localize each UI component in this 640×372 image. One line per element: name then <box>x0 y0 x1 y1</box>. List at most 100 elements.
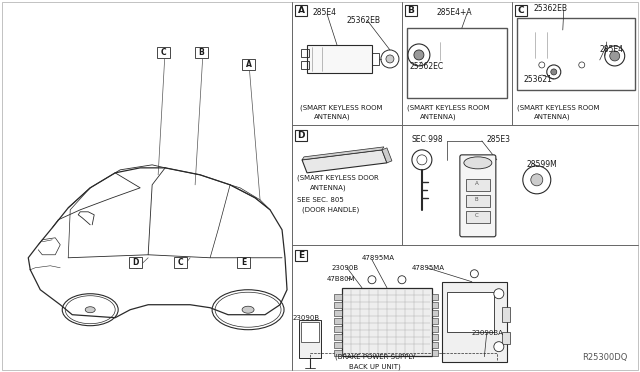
Text: 47B80M: 47B80M <box>327 276 356 282</box>
Bar <box>500 44 506 54</box>
Bar <box>432 40 500 62</box>
Text: (SMART KEYLESS DOOR: (SMART KEYLESS DOOR <box>297 175 379 181</box>
Bar <box>334 302 342 308</box>
Text: C: C <box>518 6 524 15</box>
Text: (DOOR HANDLE): (DOOR HANDLE) <box>302 207 359 213</box>
Bar <box>295 250 307 261</box>
Bar <box>174 257 187 268</box>
Bar <box>237 257 250 268</box>
Text: SEE SEC. 805: SEE SEC. 805 <box>297 197 344 203</box>
Bar <box>517 18 635 90</box>
Text: 285E4+A: 285E4+A <box>437 8 472 17</box>
Text: (SMART KEYLESS ROOM: (SMART KEYLESS ROOM <box>517 105 599 111</box>
Text: ANTENNA): ANTENNA) <box>310 185 347 191</box>
Text: A: A <box>298 6 305 15</box>
Bar <box>442 282 507 362</box>
Text: A: A <box>246 60 252 69</box>
Text: (SMART KEYLESS ROOM: (SMART KEYLESS ROOM <box>300 105 383 111</box>
Text: A: A <box>475 181 479 186</box>
Polygon shape <box>302 147 384 160</box>
Bar <box>532 60 594 70</box>
Text: R25300DQ: R25300DQ <box>582 353 628 362</box>
Bar <box>334 342 342 348</box>
Text: 23090BA: 23090BA <box>472 330 504 336</box>
Ellipse shape <box>85 307 95 313</box>
Bar <box>407 28 507 98</box>
Text: 28599M: 28599M <box>527 160 557 169</box>
Bar <box>432 294 438 300</box>
Ellipse shape <box>215 292 281 327</box>
Bar <box>295 5 307 16</box>
Bar <box>527 30 599 60</box>
Text: ANTENNA): ANTENNA) <box>314 114 351 121</box>
Text: E: E <box>241 258 246 267</box>
Bar <box>334 350 342 356</box>
Circle shape <box>368 276 376 284</box>
Polygon shape <box>302 150 387 173</box>
Text: (BRAKE POWER SUPPLY: (BRAKE POWER SUPPLY <box>335 354 415 360</box>
Bar <box>334 310 342 316</box>
Text: 285E3: 285E3 <box>487 135 511 144</box>
Ellipse shape <box>62 294 118 326</box>
Text: BACK UP UNIT): BACK UP UNIT) <box>349 364 401 370</box>
Bar <box>334 318 342 324</box>
Text: 253621: 253621 <box>524 75 553 84</box>
Text: E: E <box>298 251 304 260</box>
Bar <box>307 45 372 73</box>
Text: 25362EB: 25362EB <box>347 16 381 25</box>
Circle shape <box>531 174 543 186</box>
Bar <box>334 326 342 332</box>
Bar <box>515 5 527 16</box>
Ellipse shape <box>242 306 254 313</box>
Text: C: C <box>161 48 166 57</box>
Circle shape <box>494 342 504 352</box>
Circle shape <box>610 51 620 61</box>
Bar <box>301 322 319 342</box>
Ellipse shape <box>65 296 115 324</box>
Bar <box>334 294 342 300</box>
Text: 47895MA: 47895MA <box>412 265 445 271</box>
Bar <box>432 350 438 356</box>
Bar <box>432 318 438 324</box>
Bar <box>466 195 490 207</box>
Bar <box>299 320 321 357</box>
Text: 285E4: 285E4 <box>600 45 624 54</box>
Text: C: C <box>475 213 479 218</box>
Bar <box>432 342 438 348</box>
Bar <box>295 130 307 141</box>
Bar <box>372 53 379 65</box>
Text: D: D <box>297 131 305 140</box>
Text: SEC.998: SEC.998 <box>412 135 444 144</box>
Text: (SMART KEYLESS ROOM: (SMART KEYLESS ROOM <box>407 105 490 111</box>
FancyBboxPatch shape <box>460 155 496 237</box>
Text: ANTENNA): ANTENNA) <box>534 114 570 121</box>
Text: 23090B: 23090B <box>292 315 319 321</box>
Bar <box>447 292 494 332</box>
Text: C: C <box>178 258 184 267</box>
Circle shape <box>386 55 394 63</box>
Bar <box>157 47 170 58</box>
Text: 285E4: 285E4 <box>312 8 336 17</box>
Circle shape <box>414 50 424 60</box>
Bar <box>432 302 438 308</box>
Bar <box>519 35 529 44</box>
Text: 47895MA: 47895MA <box>362 255 395 261</box>
Bar <box>502 307 510 322</box>
Circle shape <box>551 69 557 75</box>
Text: ANTENNA): ANTENNA) <box>420 114 456 121</box>
Bar <box>129 257 142 268</box>
Text: 23090B: 23090B <box>332 265 359 271</box>
Ellipse shape <box>212 290 284 330</box>
Text: B: B <box>475 197 479 202</box>
Bar <box>432 310 438 316</box>
Bar <box>195 47 208 58</box>
Polygon shape <box>382 148 392 163</box>
Bar <box>502 332 510 344</box>
Bar <box>519 46 529 55</box>
Bar <box>466 179 490 191</box>
Circle shape <box>470 270 478 278</box>
Bar <box>432 326 438 332</box>
Circle shape <box>398 276 406 284</box>
Bar <box>466 211 490 223</box>
Text: B: B <box>408 6 414 15</box>
